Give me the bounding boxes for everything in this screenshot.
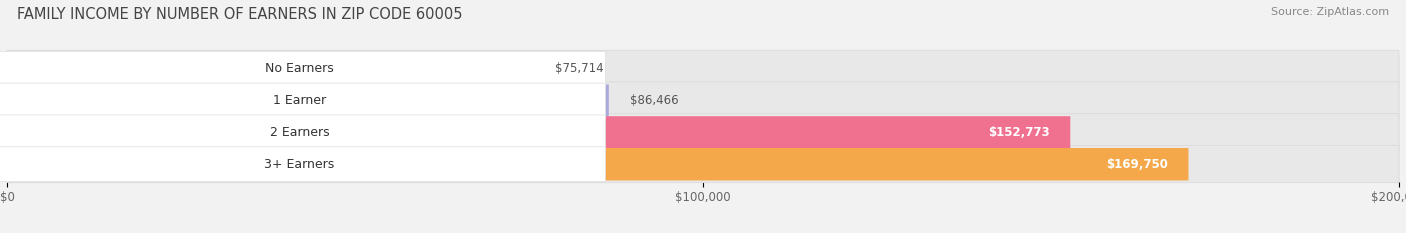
Text: 2 Earners: 2 Earners xyxy=(270,126,329,139)
Text: $75,714: $75,714 xyxy=(555,62,603,75)
FancyBboxPatch shape xyxy=(7,146,1399,183)
Text: 3+ Earners: 3+ Earners xyxy=(264,158,335,171)
FancyBboxPatch shape xyxy=(0,51,606,86)
FancyBboxPatch shape xyxy=(0,115,606,150)
FancyBboxPatch shape xyxy=(0,147,606,182)
Text: Source: ZipAtlas.com: Source: ZipAtlas.com xyxy=(1271,7,1389,17)
FancyBboxPatch shape xyxy=(7,114,1399,151)
FancyBboxPatch shape xyxy=(0,83,606,118)
FancyBboxPatch shape xyxy=(7,116,1070,149)
FancyBboxPatch shape xyxy=(7,53,534,85)
FancyBboxPatch shape xyxy=(7,50,1399,87)
Text: $169,750: $169,750 xyxy=(1105,158,1167,171)
Text: FAMILY INCOME BY NUMBER OF EARNERS IN ZIP CODE 60005: FAMILY INCOME BY NUMBER OF EARNERS IN ZI… xyxy=(17,7,463,22)
FancyBboxPatch shape xyxy=(7,82,1399,119)
Text: No Earners: No Earners xyxy=(264,62,333,75)
Text: 1 Earner: 1 Earner xyxy=(273,94,326,107)
FancyBboxPatch shape xyxy=(7,55,1399,182)
FancyBboxPatch shape xyxy=(7,148,1188,180)
Text: $86,466: $86,466 xyxy=(630,94,678,107)
FancyBboxPatch shape xyxy=(7,84,609,117)
Text: $152,773: $152,773 xyxy=(988,126,1049,139)
